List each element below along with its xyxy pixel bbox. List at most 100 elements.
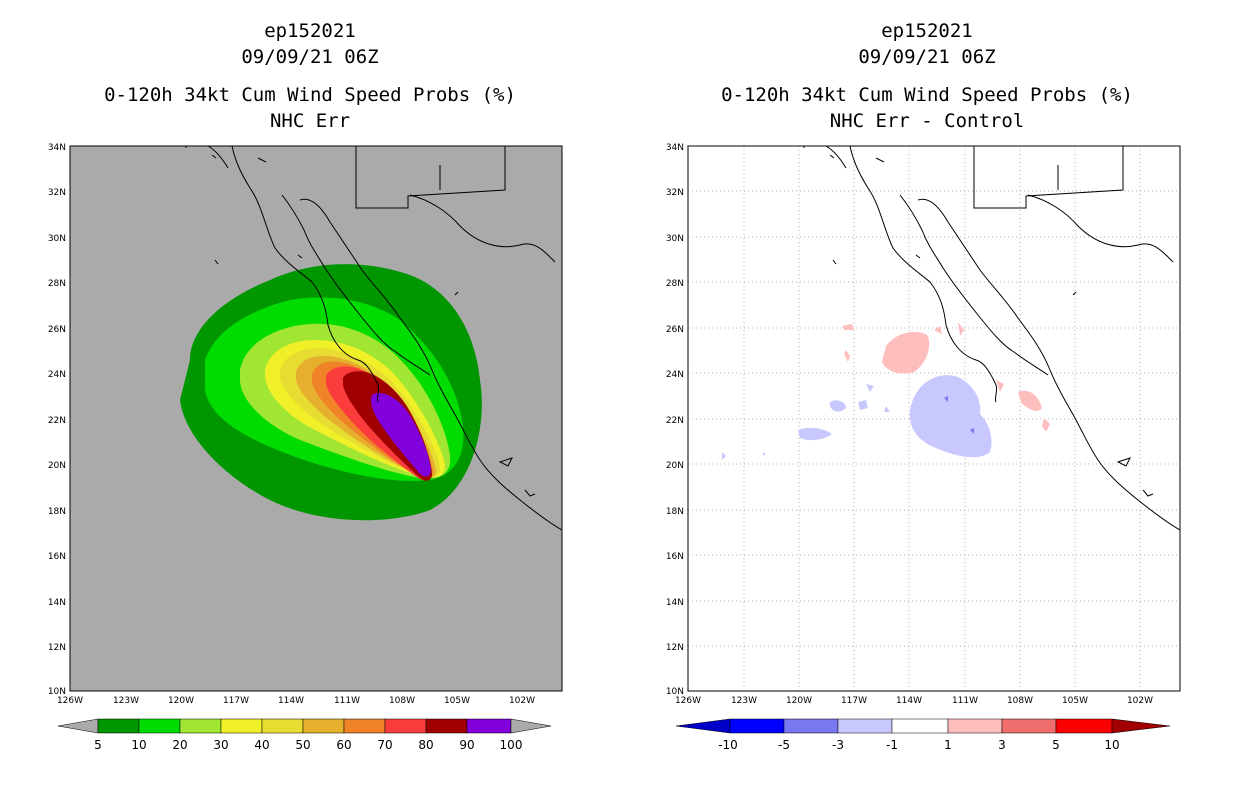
left-colorbar-label: 10 <box>131 738 146 752</box>
right-colorbar-label: 10 <box>1104 738 1119 752</box>
right-lon-label: 105W <box>1062 696 1088 706</box>
left-lat-label: 34N <box>48 143 66 153</box>
left-colorbar-high-arrow <box>510 718 552 734</box>
left-lat-label: 10N <box>48 687 66 697</box>
right-lon-label: 108W <box>1007 696 1033 706</box>
right-colorbar-swatch <box>729 718 785 734</box>
left-lat-label: 16N <box>48 552 66 562</box>
left-title-block: ep152021 09/09/21 06Z 0-120h 34kt Cum Wi… <box>60 18 560 134</box>
right-coastlines <box>803 146 1180 531</box>
right-colorbar-label: -1 <box>886 738 898 752</box>
left-lon-label: 120W <box>168 696 194 706</box>
right-lon-label: 102W <box>1127 696 1153 706</box>
left-colorbar-swatch <box>425 718 468 734</box>
left-lon-label: 123W <box>113 696 139 706</box>
right-lat-label: 22N <box>666 416 684 426</box>
left-lon-label: 102W <box>509 696 535 706</box>
left-lat-label: 12N <box>48 643 66 653</box>
left-colorbar-label: 5 <box>94 738 102 752</box>
diff-negative-regions <box>722 375 992 460</box>
left-colorbar-label: 20 <box>172 738 187 752</box>
right-colorbar: -10 -5 -3 -1 1 3 5 10 <box>675 718 1171 752</box>
left-colorbar-swatch <box>302 718 345 734</box>
left-lat-label: 30N <box>48 234 66 244</box>
right-lon-label: 126W <box>675 696 701 706</box>
right-lat-label: 20N <box>666 461 684 471</box>
right-lat-label: 34N <box>666 143 684 153</box>
left-map-frame <box>69 145 563 692</box>
left-colorbar-swatch <box>466 718 512 734</box>
right-lon-label: 123W <box>731 696 757 706</box>
right-lon-label: 117W <box>841 696 867 706</box>
left-lat-label: 22N <box>48 416 66 426</box>
right-colorbar-label: 3 <box>998 738 1006 752</box>
left-lon-label: 108W <box>389 696 415 706</box>
right-map: 34N 32N 30N 28N 26N 24N 22N 20N 18N 16N … <box>666 143 1181 752</box>
right-map-frame <box>687 145 1181 692</box>
left-colorbar-label: 100 <box>500 738 523 752</box>
left-colorbar-swatch <box>384 718 427 734</box>
right-title-block: ep152021 09/09/21 06Z 0-120h 34kt Cum Wi… <box>677 18 1177 134</box>
left-lon-label: 111W <box>334 696 360 706</box>
right-lat-label: 16N <box>666 552 684 562</box>
left-colorbar-swatch <box>343 718 386 734</box>
right-lat-axis: 34N 32N 30N 28N 26N 24N 22N 20N 18N 16N … <box>666 143 684 697</box>
left-map: 34N 32N 30N 28N 26N 24N 22N 20N 18N 16N … <box>48 143 563 752</box>
right-storm-id: ep152021 <box>881 20 973 42</box>
right-lon-label: 111W <box>952 696 978 706</box>
left-lon-axis: 126W 123W 120W 117W 114W 111W 108W 105W … <box>57 696 535 706</box>
left-datetime: 09/09/21 06Z <box>241 46 379 68</box>
right-colorbar-swatch <box>1001 718 1057 734</box>
left-lon-label: 105W <box>444 696 470 706</box>
right-lat-label: 18N <box>666 507 684 517</box>
right-lat-label: 24N <box>666 370 684 380</box>
left-lat-label: 26N <box>48 325 66 335</box>
right-lat-label: 10N <box>666 687 684 697</box>
left-colorbar-label: 50 <box>295 738 310 752</box>
right-colorbar-label: 5 <box>1052 738 1060 752</box>
right-lon-label: 120W <box>786 696 812 706</box>
left-lat-label: 20N <box>48 461 66 471</box>
right-lat-label: 12N <box>666 643 684 653</box>
right-colorbar-swatch <box>947 718 1003 734</box>
left-colorbar-swatch <box>220 718 263 734</box>
left-colorbar-label: 40 <box>254 738 269 752</box>
right-lon-axis: 126W 123W 120W 117W 114W 111W 108W 105W … <box>675 696 1153 706</box>
right-lat-label: 28N <box>666 279 684 289</box>
right-colorbar-swatch <box>1055 718 1113 734</box>
right-lon-label: 114W <box>896 696 922 706</box>
left-lat-label: 28N <box>48 279 66 289</box>
left-colorbar-swatch <box>261 718 304 734</box>
left-colorbar-label: 30 <box>213 738 228 752</box>
right-lat-label: 14N <box>666 598 684 608</box>
right-colorbar-swatch <box>837 718 893 734</box>
right-colorbar-label: -3 <box>832 738 844 752</box>
left-colorbar-label: 60 <box>336 738 351 752</box>
left-colorbar-label: 70 <box>377 738 392 752</box>
left-colorbar: 5 10 20 30 40 50 60 70 80 90 100 <box>57 718 552 752</box>
left-colorbar-label: 80 <box>418 738 433 752</box>
left-lat-label: 24N <box>48 370 66 380</box>
right-colorbar-label: 1 <box>944 738 952 752</box>
right-colorbar-swatch <box>891 718 949 734</box>
right-lat-label: 30N <box>666 234 684 244</box>
left-colorbar-swatch <box>138 718 181 734</box>
left-lon-label: 114W <box>278 696 304 706</box>
prob-region-90 <box>370 393 431 477</box>
right-colorbar-label: -10 <box>718 738 738 752</box>
right-datetime: 09/09/21 06Z <box>858 46 996 68</box>
left-lat-label: 32N <box>48 188 66 198</box>
right-lat-label: 32N <box>666 188 684 198</box>
left-lat-label: 14N <box>48 598 66 608</box>
right-colorbar-label: -5 <box>778 738 790 752</box>
left-coastlines <box>185 146 562 531</box>
left-product-subtitle: NHC Err <box>269 110 351 132</box>
diff-positive-regions <box>842 322 1050 432</box>
right-colorbar-high-arrow <box>1111 718 1171 734</box>
right-colorbar-low-arrow <box>675 718 731 734</box>
right-lat-label: 26N <box>666 325 684 335</box>
left-colorbar-label: 90 <box>459 738 474 752</box>
left-colorbar-low-arrow <box>57 718 99 734</box>
left-product-title: 0-120h 34kt Cum Wind Speed Probs (%) <box>104 84 516 106</box>
right-colorbar-swatch <box>783 718 839 734</box>
